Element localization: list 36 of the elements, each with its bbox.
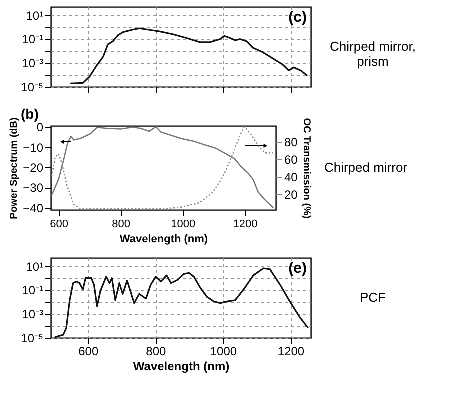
x-tick-label: 600 xyxy=(50,218,68,230)
y-tick-label: 10¹ xyxy=(26,8,44,23)
y-tick-label: −20 xyxy=(23,160,44,175)
text: PCF xyxy=(360,290,386,305)
y-axis-title: Power Spectrum (dB) xyxy=(9,118,20,220)
y-tick-label: 10⁻³ xyxy=(22,56,44,71)
chart-title: (c) xyxy=(288,9,307,26)
line-series xyxy=(70,28,308,84)
y-tick-label: 10⁻³ xyxy=(22,308,44,322)
y2-tick-label: 60 xyxy=(284,152,298,167)
y-tick-label: −30 xyxy=(23,181,44,196)
x-tick-label: 1200 xyxy=(233,218,258,230)
chart-title: (b) xyxy=(21,106,39,122)
y-tick-label: −10 xyxy=(23,140,44,155)
x-tick-label: 800 xyxy=(112,218,131,230)
y2-tick-label: 40 xyxy=(284,170,298,184)
y-tick-label: 10⁻¹ xyxy=(22,284,44,298)
y2-axis-title: OC Transmission (%) xyxy=(300,118,312,219)
x-tick-label: 800 xyxy=(146,344,167,358)
y2-tick-label: 20 xyxy=(284,188,298,202)
y-tick-label: 10⁻¹ xyxy=(22,32,44,47)
y-tick-label: −40 xyxy=(23,201,44,216)
chart-title: (e) xyxy=(288,260,307,277)
x-axis-title: Wavelength (nm) xyxy=(133,360,230,374)
x-tick-label: 1000 xyxy=(210,344,238,358)
x-tick-label: 1200 xyxy=(278,344,305,358)
y-tick-label: 10⁻⁵ xyxy=(21,80,44,94)
text: Chirped mirror xyxy=(324,160,408,175)
y-tick-label: 0 xyxy=(36,120,44,135)
y-tick-label: 10⁻⁵ xyxy=(21,332,44,346)
y-tick-label: 10¹ xyxy=(26,260,44,274)
y2-tick-label: 80 xyxy=(284,135,298,150)
x-tick-label: 600 xyxy=(78,344,99,358)
x-axis-title: Wavelength (nm) xyxy=(120,234,208,246)
text: Chirped mirror, prism xyxy=(330,39,416,69)
x-tick-label: 1000 xyxy=(171,218,196,230)
